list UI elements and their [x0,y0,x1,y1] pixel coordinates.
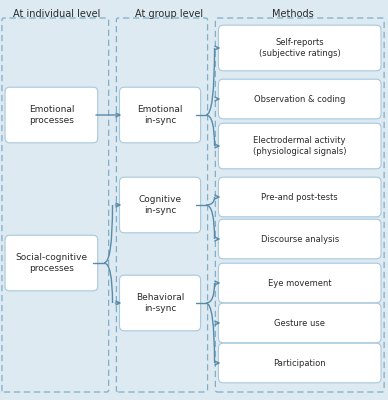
Text: At individual level: At individual level [12,9,100,19]
Text: Cognitive
in-sync: Cognitive in-sync [139,195,182,215]
Text: Pre-and post-tests: Pre-and post-tests [262,192,338,202]
FancyBboxPatch shape [218,79,381,119]
FancyBboxPatch shape [5,235,98,291]
FancyBboxPatch shape [218,177,381,217]
Text: Eye movement: Eye movement [268,278,331,288]
Text: Gesture use: Gesture use [274,318,325,328]
FancyBboxPatch shape [120,87,201,143]
FancyBboxPatch shape [218,25,381,71]
Text: Participation: Participation [274,358,326,368]
Text: At group level: At group level [135,9,203,19]
Text: Social-cognitive
processes: Social-cognitive processes [16,253,87,273]
Text: Observation & coding: Observation & coding [254,94,345,104]
Text: Methods: Methods [272,9,314,19]
Text: Discourse analysis: Discourse analysis [261,234,339,244]
FancyBboxPatch shape [120,177,201,233]
Text: Self-reports
(subjective ratings): Self-reports (subjective ratings) [259,38,341,58]
FancyBboxPatch shape [2,18,109,392]
Text: Electrodermal activity
(physiological signals): Electrodermal activity (physiological si… [253,136,346,156]
FancyBboxPatch shape [215,18,384,392]
Text: Behavioral
in-sync: Behavioral in-sync [136,293,184,313]
FancyBboxPatch shape [5,87,98,143]
FancyBboxPatch shape [116,18,208,392]
FancyBboxPatch shape [218,123,381,169]
FancyBboxPatch shape [120,275,201,331]
FancyBboxPatch shape [218,263,381,303]
FancyBboxPatch shape [218,303,381,343]
FancyBboxPatch shape [218,219,381,259]
Text: Emotional
processes: Emotional processes [29,105,74,125]
Text: Emotional
in-sync: Emotional in-sync [137,105,183,125]
FancyBboxPatch shape [218,343,381,383]
